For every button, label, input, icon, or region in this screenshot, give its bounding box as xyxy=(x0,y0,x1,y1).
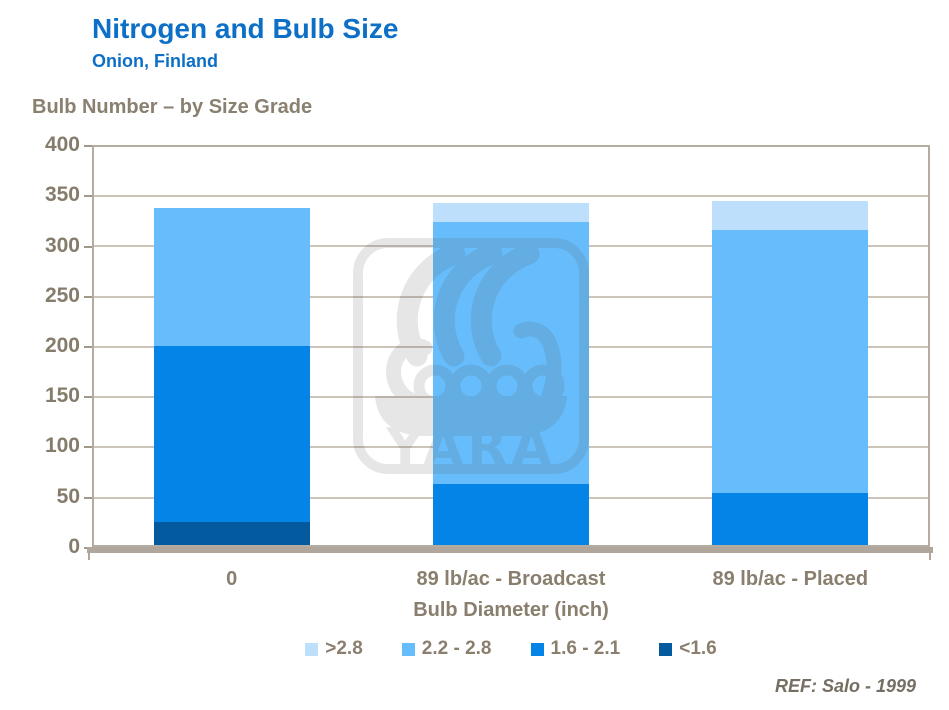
stacked-bar-0 xyxy=(154,145,310,547)
y-tick-mark-50 xyxy=(84,497,93,499)
page-subtitle: Onion, Finland xyxy=(92,51,218,71)
page-title: Nitrogen and Bulb Size xyxy=(92,13,399,44)
legend-label: >2.8 xyxy=(325,638,363,659)
y-tick-label-250: 250 xyxy=(44,284,80,307)
y-tick-label-200: 200 xyxy=(44,334,80,357)
x-category-label-1: 89 lb/ac - Broadcast xyxy=(416,568,606,590)
y-tick-label-0: 0 xyxy=(68,535,80,558)
plot-area xyxy=(92,145,930,547)
reference-note: REF: Salo - 1999 xyxy=(774,676,916,696)
y-tick-label-100: 100 xyxy=(44,434,80,457)
x-axis-title: Bulb Diameter (inch) xyxy=(413,599,609,621)
y-tick-mark-100 xyxy=(84,446,93,448)
legend-swatch-icon xyxy=(305,642,319,656)
legend-swatch-icon xyxy=(530,642,544,656)
y-tick-label-300: 300 xyxy=(44,234,80,257)
legend-item->2.8: >2.8 xyxy=(305,639,363,659)
stacked-bar-89 lb/ac - Broadcast xyxy=(433,145,589,547)
y-tick-label-400: 400 xyxy=(44,133,80,156)
bar-segment-89 lb/ac - Broadcast-2.2 - 2.8 xyxy=(433,222,589,484)
stacked-bar-89 lb/ac - Placed xyxy=(712,145,868,547)
x-category-label-2: 89 lb/ac - Placed xyxy=(712,568,869,590)
legend-item-2.2 - 2.8: 2.2 - 2.8 xyxy=(401,638,492,659)
y-tick-label-150: 150 xyxy=(44,384,80,407)
y-tick-mark-250 xyxy=(84,296,93,298)
bar-segment-0-<1.6 xyxy=(154,521,310,547)
legend-item-<1.6: <1.6 xyxy=(659,639,717,659)
legend-label: 1.6 - 2.1 xyxy=(550,638,621,659)
legend-label: 2.2 - 2.8 xyxy=(421,638,492,659)
x-category-label-0: 0 xyxy=(226,568,238,590)
bar-segment-89 lb/ac - Placed->2.8 xyxy=(712,201,868,231)
bar-segment-0-1.6 - 2.1 xyxy=(154,346,310,522)
legend: >2.8 2.2 - 2.8 1.6 - 2.1 <1.6 xyxy=(92,639,930,659)
x-axis-category-labels: 0 89 lb/ac - Broadcast 89 lb/ac - Placed xyxy=(92,568,930,591)
bar-segment-89 lb/ac - Placed-1.6 - 2.1 xyxy=(712,492,868,547)
y-tick-mark-150 xyxy=(84,396,93,398)
bar-segment-0-2.2 - 2.8 xyxy=(154,208,310,346)
legend-swatch-icon xyxy=(401,642,415,656)
y-tick-mark-300 xyxy=(84,246,93,248)
chart-title: Bulb Number – by Size Grade xyxy=(32,96,313,118)
bar-segment-89 lb/ac - Broadcast-1.6 - 2.1 xyxy=(433,483,589,547)
y-tick-label-50: 50 xyxy=(56,485,80,508)
gridline-350 xyxy=(92,195,930,197)
x-axis-tick-1 xyxy=(929,553,931,560)
bar-segment-89 lb/ac - Placed-2.2 - 2.8 xyxy=(712,230,868,493)
legend-item-1.6 - 2.1: 1.6 - 2.1 xyxy=(530,638,621,659)
legend-swatch-icon xyxy=(659,642,673,656)
x-axis-tick-0 xyxy=(88,553,90,560)
y-tick-mark-400 xyxy=(84,145,93,147)
legend-label: <1.6 xyxy=(679,638,717,659)
x-axis-line xyxy=(87,547,933,553)
y-tick-mark-200 xyxy=(84,346,93,348)
y-tick-mark-350 xyxy=(84,195,93,197)
y-tick-label-350: 350 xyxy=(44,183,80,206)
bar-segment-89 lb/ac - Broadcast->2.8 xyxy=(433,203,589,223)
